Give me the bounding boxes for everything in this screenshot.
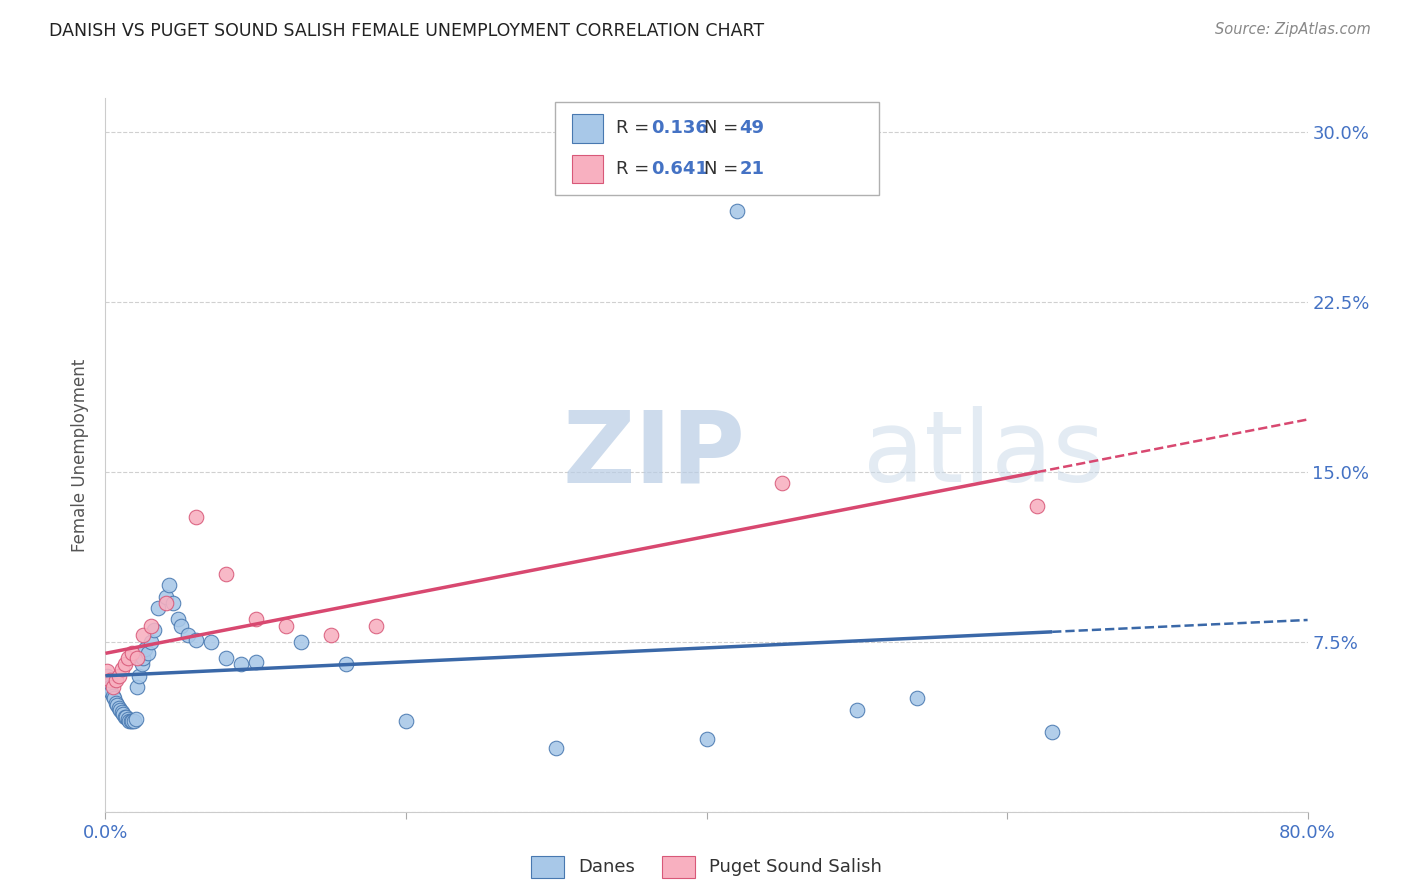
Point (136, 646, 159, 660)
Point (104, 673, 127, 688)
Point (546, 741, 568, 756)
Point (103, 691, 125, 706)
Point (117, 650, 139, 665)
Point (696, 732, 718, 747)
Point (96, 665, 118, 679)
Point (122, 714, 145, 728)
Text: 0.641: 0.641 (651, 160, 707, 178)
Point (107, 698, 129, 713)
Point (112, 707, 135, 722)
Point (98, 673, 121, 688)
Text: ZIP: ZIP (562, 407, 745, 503)
Point (162, 596, 184, 610)
Point (125, 650, 148, 665)
Point (100, 684, 122, 698)
Point (214, 566, 236, 581)
Point (274, 619, 297, 633)
Point (1026, 499, 1049, 513)
Y-axis label: Female Unemployment: Female Unemployment (72, 359, 90, 551)
Text: 49: 49 (740, 120, 765, 137)
Point (97, 678, 120, 692)
Point (169, 619, 191, 633)
Legend: Danes, Puget Sound Salish: Danes, Puget Sound Salish (524, 848, 889, 885)
Point (114, 709, 136, 723)
Point (132, 628, 155, 642)
Text: atlas: atlas (863, 407, 1105, 503)
Point (118, 714, 141, 728)
Point (115, 709, 138, 723)
Text: 0.136: 0.136 (651, 120, 707, 137)
Point (117, 712, 139, 726)
Point (157, 578, 180, 592)
Point (155, 596, 177, 610)
Point (111, 705, 134, 719)
Text: R =: R = (616, 120, 655, 137)
Point (214, 650, 236, 665)
Point (245, 612, 267, 626)
Point (245, 655, 267, 669)
Point (395, 714, 418, 728)
Text: DANISH VS PUGET SOUND SALISH FEMALE UNEMPLOYMENT CORRELATION CHART: DANISH VS PUGET SOUND SALISH FEMALE UNEM… (49, 22, 765, 40)
Point (229, 657, 252, 672)
Point (124, 712, 146, 726)
Point (290, 635, 312, 649)
Point (1040, 725, 1063, 739)
Point (101, 689, 124, 703)
Point (200, 635, 222, 649)
Point (121, 646, 143, 660)
Point (98, 680, 121, 694)
Text: 21: 21 (740, 160, 765, 178)
Point (111, 662, 134, 676)
Point (905, 691, 928, 706)
Point (166, 612, 188, 626)
Point (319, 628, 342, 642)
Point (139, 619, 162, 633)
Point (134, 641, 156, 656)
Text: N =: N = (704, 160, 744, 178)
Point (132, 650, 155, 665)
Point (155, 590, 177, 604)
Point (131, 657, 153, 672)
Point (335, 657, 357, 672)
Point (108, 700, 131, 714)
Point (364, 619, 387, 633)
Point (120, 714, 142, 728)
Point (184, 632, 207, 647)
Point (128, 669, 150, 683)
Point (139, 635, 162, 649)
Point (142, 624, 165, 638)
Point (96, 669, 118, 683)
Point (770, 476, 793, 491)
Point (114, 657, 136, 672)
Point (104, 696, 127, 710)
Point (125, 680, 148, 694)
Point (146, 600, 169, 615)
Point (108, 669, 131, 683)
Point (101, 680, 124, 694)
Point (110, 703, 132, 717)
Text: R =: R = (616, 160, 655, 178)
Text: N =: N = (704, 120, 744, 137)
Point (725, 204, 748, 219)
Point (845, 703, 868, 717)
Text: Source: ZipAtlas.com: Source: ZipAtlas.com (1215, 22, 1371, 37)
Point (184, 510, 207, 524)
Point (177, 628, 200, 642)
Point (121, 714, 143, 728)
